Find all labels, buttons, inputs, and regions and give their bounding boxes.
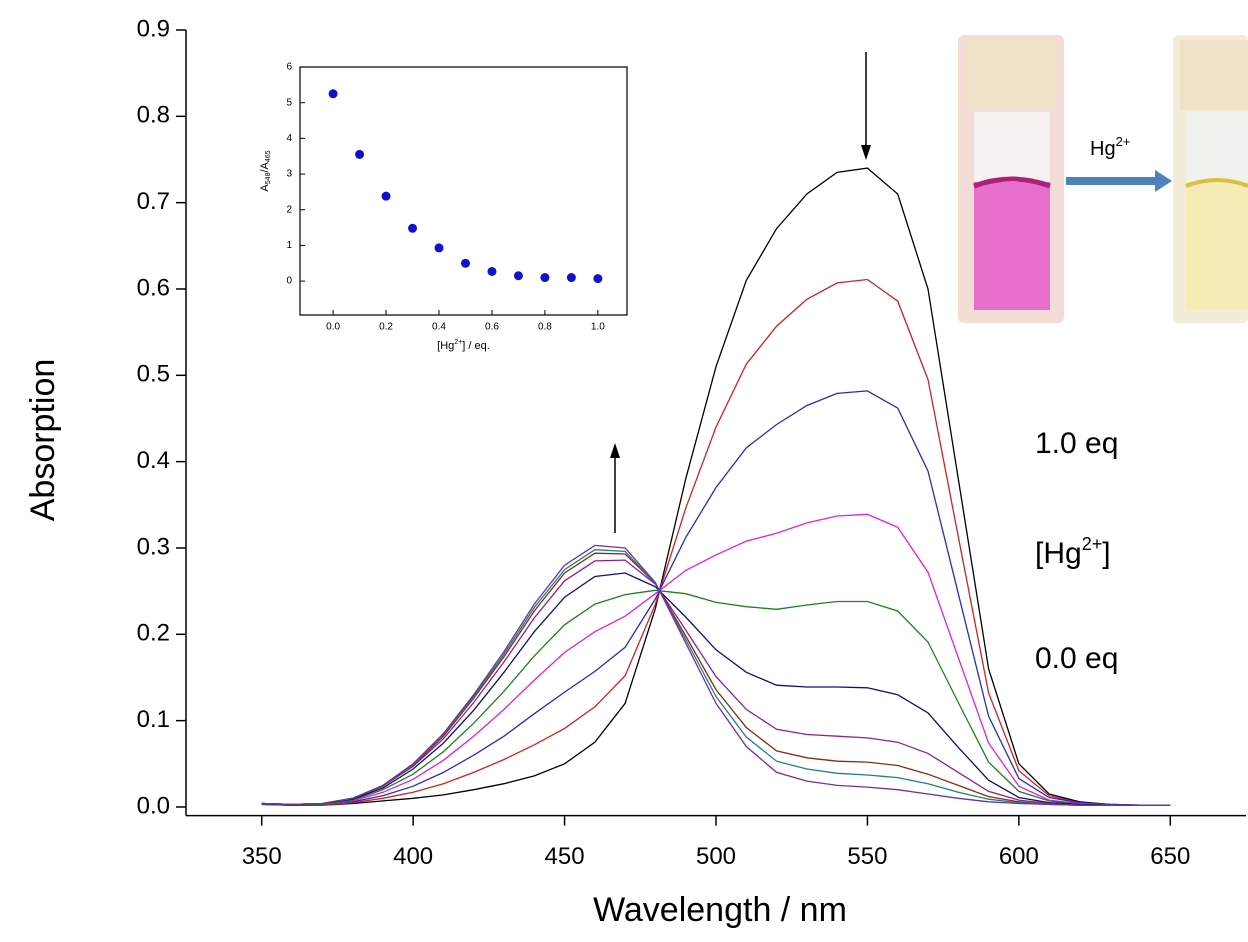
- meniscus: [973, 176, 1051, 189]
- y-tick-label: 0.9: [137, 15, 170, 42]
- inset-point: [460, 258, 470, 268]
- arrowhead: [861, 145, 871, 160]
- cuvette-liquid: [974, 182, 1050, 310]
- inset-point: [540, 273, 550, 283]
- cuvette-cap: [966, 40, 1056, 110]
- inset-x-tick-label: 0.6: [485, 322, 499, 333]
- y-tick-label: 0.8: [137, 102, 170, 129]
- annotation-part: 1.0 eq: [1035, 427, 1118, 460]
- x-tick-label: 400: [393, 843, 433, 870]
- x-tick-label: 350: [242, 843, 282, 870]
- meniscus: [1185, 178, 1248, 188]
- y-tick-label: 0.7: [137, 188, 170, 215]
- inset-x-tick-label: 1.0: [591, 322, 605, 333]
- cuvette-cap: [1180, 40, 1248, 110]
- spectrum-line: [261, 167, 1171, 806]
- x-tick-label: 550: [847, 843, 887, 870]
- photo-label-part: Hg: [1090, 138, 1116, 160]
- inset-y-tick-label: 0: [286, 276, 292, 287]
- spectrum-line: [261, 390, 1171, 806]
- spectrum-line: [261, 549, 1171, 806]
- annotation-part: 0.0 eq: [1035, 642, 1118, 675]
- spectrum-line: [261, 559, 1171, 806]
- cuvette-air: [1186, 112, 1248, 182]
- annotation: [Hg2+]: [1035, 534, 1111, 570]
- cuvette-air: [974, 112, 1050, 182]
- inset-y-tick-label: 3: [286, 169, 292, 180]
- x-tick-label: 650: [1150, 843, 1190, 870]
- inset-point: [355, 149, 365, 159]
- x-tick-label: 450: [545, 843, 585, 870]
- spectrum-line: [261, 552, 1171, 806]
- inset-point: [566, 273, 576, 283]
- reaction-arrowhead: [1155, 170, 1172, 192]
- photo-label-part: 2+: [1116, 134, 1131, 149]
- annotation-part: ]: [1102, 537, 1110, 570]
- y-axis-label: Absorption: [24, 359, 62, 522]
- inset-y-tick-label: 4: [286, 133, 292, 144]
- inset-x-tick-label: 0.4: [432, 322, 446, 333]
- y-tick-label: 0.1: [137, 706, 170, 733]
- annotation: 0.0 eq: [1035, 642, 1118, 675]
- inset-x-label-part: [Hg: [437, 340, 454, 352]
- y-tick-label: 0.0: [137, 792, 170, 819]
- inset-y-label-part: 548: [265, 172, 272, 184]
- inset-y-tick-label: 1: [286, 240, 292, 251]
- inset-point: [328, 89, 338, 99]
- photo-label: Hg2+: [1090, 134, 1130, 160]
- cuvette-liquid: [1186, 182, 1248, 310]
- x-tick-label: 600: [999, 843, 1039, 870]
- y-tick-label: 0.2: [137, 620, 170, 647]
- inset-y-tick-label: 5: [286, 97, 292, 108]
- annotation: 1.0 eq: [1035, 427, 1118, 460]
- inset-y-tick-label: 2: [286, 204, 292, 215]
- spectrum-line: [261, 278, 1171, 806]
- inset-point: [408, 223, 418, 233]
- annotation-part: 2+: [1082, 534, 1103, 554]
- inset-x-tick-label: 0.8: [538, 322, 552, 333]
- inset-x-label-part: ] / eq.: [462, 340, 490, 352]
- inset-point: [487, 266, 497, 276]
- x-tick-label: 500: [696, 843, 736, 870]
- arrowhead: [610, 443, 620, 458]
- inset-frame: [299, 66, 628, 316]
- inset-point: [513, 271, 523, 281]
- y-tick-label: 0.5: [137, 361, 170, 388]
- inset-x-tick-label: 0.0: [326, 322, 340, 333]
- y-tick-label: 0.3: [137, 533, 170, 560]
- inset-y-label-part: A: [259, 184, 271, 192]
- inset-x-label-part: 2+: [454, 339, 462, 346]
- inset-y-label: A548/A465: [259, 150, 272, 191]
- spectrum-line: [261, 544, 1171, 806]
- cuvette-photo: [958, 35, 1248, 323]
- inset-point: [381, 191, 391, 201]
- y-tick-label: 0.4: [137, 447, 170, 474]
- x-axis-label: Wavelength / nm: [593, 891, 847, 929]
- annotation-part: [Hg: [1035, 537, 1082, 570]
- y-tick-label: 0.6: [137, 274, 170, 301]
- spectrum-line: [261, 572, 1171, 806]
- spectrum-line: [261, 589, 1171, 806]
- inset-y-tick-label: 6: [286, 62, 292, 73]
- inset-y-label-part: 465: [265, 150, 272, 162]
- inset-x-label: [Hg2+] / eq.: [437, 339, 490, 352]
- inset-point: [593, 274, 603, 284]
- inset-x-tick-label: 0.2: [379, 322, 393, 333]
- spectrum-line: [261, 513, 1171, 806]
- inset-y-label-part: /A: [259, 161, 271, 172]
- inset-point: [434, 243, 444, 253]
